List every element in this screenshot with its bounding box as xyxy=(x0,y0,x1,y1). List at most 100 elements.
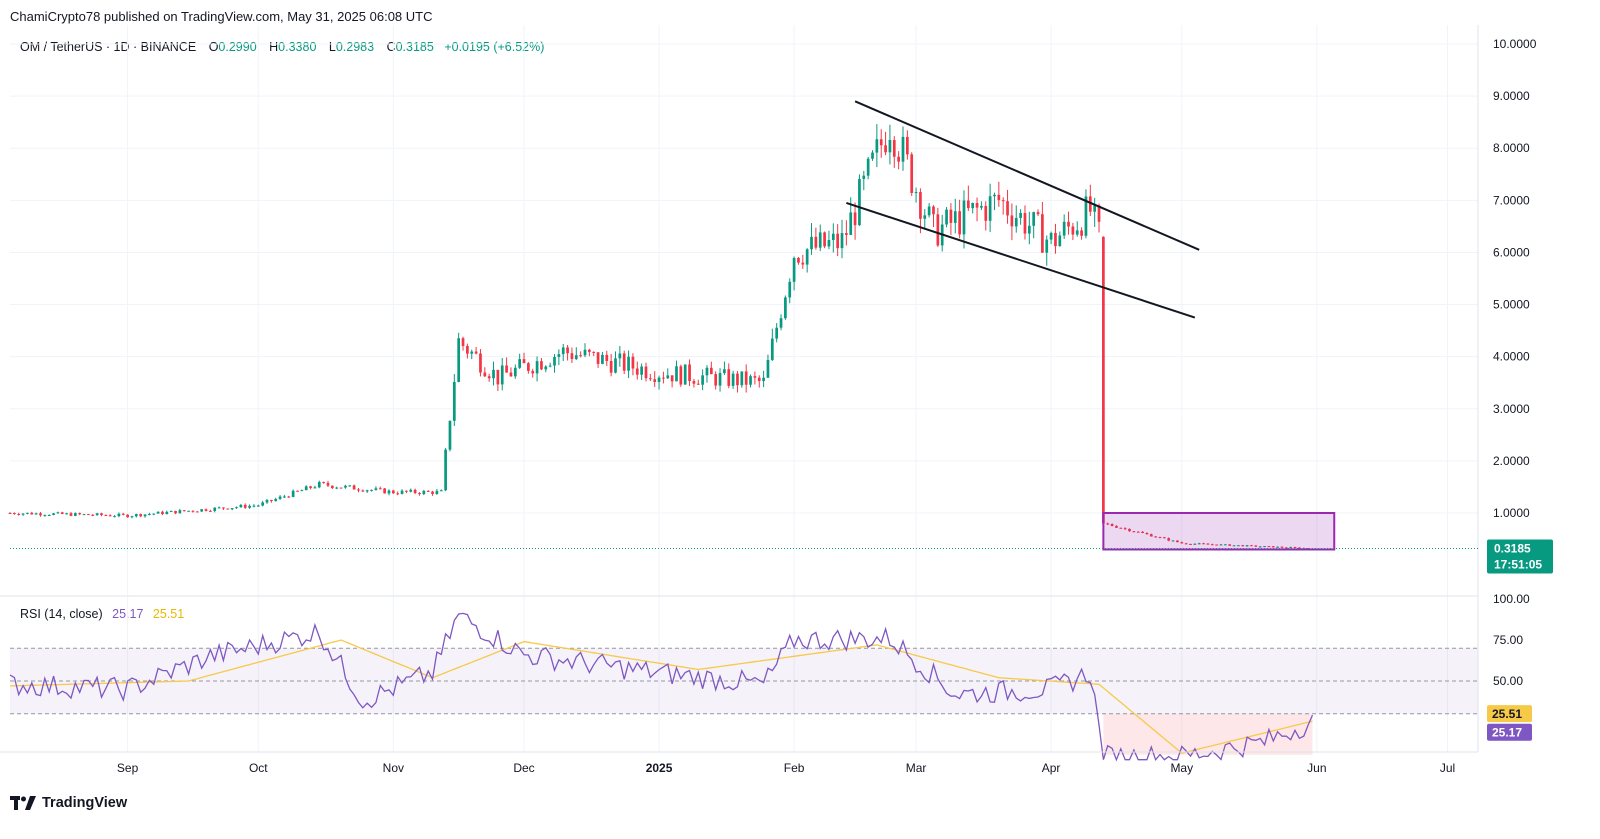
candle-body xyxy=(779,318,783,328)
rsi-oversold-fill xyxy=(1103,713,1313,755)
candle-body xyxy=(487,376,491,379)
candle-body xyxy=(1149,534,1153,537)
time-axis-label: May xyxy=(1170,761,1193,775)
candle-body xyxy=(1223,544,1227,546)
candle-body xyxy=(178,510,182,514)
candle-body xyxy=(566,347,569,354)
candle-body xyxy=(361,490,365,492)
candle-body xyxy=(888,140,892,153)
close-label: C xyxy=(386,40,396,54)
candle-body xyxy=(1219,544,1223,546)
candle-body xyxy=(927,206,931,216)
candle-body xyxy=(731,373,735,386)
candlesticks xyxy=(8,124,1314,550)
candle-body xyxy=(265,500,269,503)
candle-body xyxy=(631,356,635,369)
candle-body xyxy=(169,510,173,512)
candle-body xyxy=(1106,523,1110,525)
candle-body xyxy=(352,485,356,490)
candle-body xyxy=(1163,537,1166,539)
candle-body xyxy=(1254,545,1258,547)
candle-body xyxy=(657,377,661,382)
candle-body xyxy=(1241,545,1245,547)
rsi-lines xyxy=(9,612,1314,762)
candle-body xyxy=(283,496,286,498)
tradingview-logo[interactable]: TradingView xyxy=(10,795,127,811)
candle-body xyxy=(474,351,478,354)
candle-body xyxy=(496,369,500,385)
candle-body xyxy=(648,378,652,380)
candle-body xyxy=(1062,221,1066,236)
candle-body xyxy=(1023,213,1027,234)
candle-body xyxy=(60,512,64,514)
candle-body xyxy=(156,511,160,514)
candle-body xyxy=(82,514,86,516)
candle-body xyxy=(901,136,905,162)
candle-body xyxy=(749,376,752,385)
candle-body xyxy=(200,509,204,512)
candle-body xyxy=(875,139,879,153)
candle-body xyxy=(953,211,957,223)
candle-body xyxy=(479,353,482,373)
rsi-ma-tag-value: 25.51 xyxy=(1492,707,1522,721)
candle-body xyxy=(1284,547,1288,549)
candle-body xyxy=(261,502,265,506)
candle-body xyxy=(426,490,430,492)
candle-body xyxy=(1232,545,1236,547)
time-axis-label: Feb xyxy=(784,761,805,775)
candle-body xyxy=(574,355,578,360)
candle-body xyxy=(1032,212,1036,226)
candle-body xyxy=(1180,542,1184,544)
rsi-axis-label: 100.00 xyxy=(1493,592,1530,606)
candle-body xyxy=(601,354,604,364)
candle-body xyxy=(117,513,121,517)
candle-body xyxy=(204,509,208,511)
candle-body xyxy=(958,211,961,235)
candle-body xyxy=(683,364,687,385)
candle-body xyxy=(1197,543,1201,545)
candle-body xyxy=(43,515,47,517)
candle-body xyxy=(235,507,238,509)
rsi-tag xyxy=(1487,723,1532,741)
candle-body xyxy=(300,490,304,492)
candle-body xyxy=(688,364,691,382)
last-price-tag-value: 0.3185 xyxy=(1494,542,1531,556)
candle-body xyxy=(1067,221,1070,227)
candle-body xyxy=(165,511,169,515)
candle-body xyxy=(222,507,225,509)
candle-body xyxy=(1071,226,1075,235)
candle-body xyxy=(217,507,221,509)
candle-body xyxy=(239,504,243,508)
time-axis-label: Apr xyxy=(1042,761,1061,775)
candle-body xyxy=(383,488,386,494)
candle-body xyxy=(39,513,42,516)
candle-body xyxy=(326,482,330,486)
candle-body xyxy=(744,371,748,385)
candle-body xyxy=(256,505,260,507)
candle-body xyxy=(339,487,343,489)
candle-body xyxy=(884,145,887,153)
candle-body xyxy=(670,375,674,382)
trendline xyxy=(854,100,1200,251)
candle-body xyxy=(47,514,51,516)
candle-body xyxy=(52,513,55,515)
candle-body xyxy=(718,373,722,386)
candle-body xyxy=(579,355,582,357)
candle-body xyxy=(104,515,108,517)
candle-body xyxy=(871,152,874,159)
candle-body xyxy=(1245,545,1249,547)
candle-body xyxy=(17,514,21,516)
candle-body xyxy=(988,196,992,221)
candle-body xyxy=(627,356,630,371)
candle-body xyxy=(374,488,378,490)
candle-body xyxy=(391,490,395,494)
candle-body xyxy=(444,449,447,491)
candle-body xyxy=(357,489,360,491)
price-axis-label: 2.0000 xyxy=(1493,454,1530,468)
candle-body xyxy=(248,505,251,508)
candle-body xyxy=(1289,547,1293,549)
candle-body xyxy=(932,206,935,215)
rsi-title[interactable]: RSI (14, close) xyxy=(20,607,103,621)
candle-body xyxy=(121,513,125,515)
